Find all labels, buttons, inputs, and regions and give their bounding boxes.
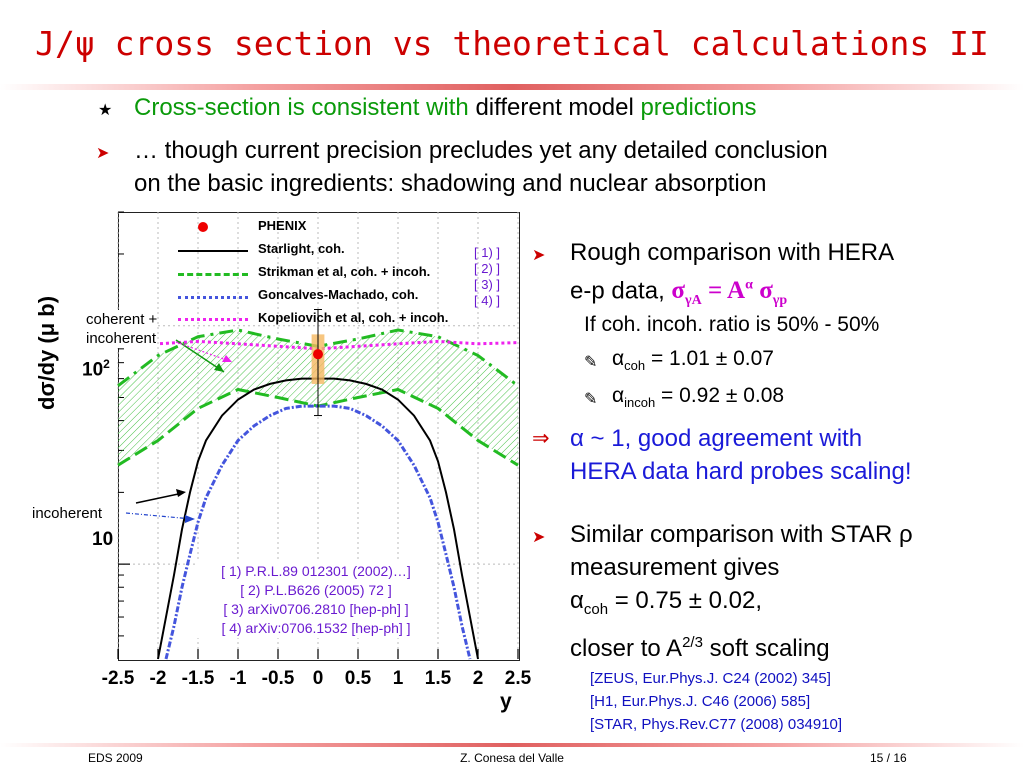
alpha-incoh-line: αincoh = 0.92 ± 0.08 [612,384,785,411]
ref-tag-4: [ 4) ] [474,293,501,308]
bullet-1: Cross-section is consistent with differe… [134,91,757,124]
annotation-incoherent: incoherent [32,505,103,522]
annotation-arrowhead-green [214,363,224,372]
bullet-1-part2: different model [468,94,641,121]
legend-ref-tags: [ 1) ] [ 2) ] [ 3) ] [ 4) ] [474,245,500,309]
legend-label-goncalves: Goncalves-Machado, coh. [258,287,419,302]
legend-label-strikman: Strikman et al, coh. + incoh. [258,264,431,279]
x-tick-label: -0.5 [262,668,295,689]
slide-title: J/ψ cross section vs theoretical calcula… [35,24,989,63]
annotation-arrow-blue [125,512,193,520]
hera-line1: Rough comparison with HERA [570,239,895,266]
y-tick-100-exp: 2 [103,357,110,371]
legend-swatch-strikman [178,273,248,276]
conclusion-line2: HERA data hard probes scaling! [570,458,912,485]
alpha-coh-line: αcoh = 1.01 ± 0.07 [612,347,774,374]
ref-tag-3: [ 3) ] [474,277,501,292]
star-bullet-icon: ★ [98,102,113,119]
bullet-2: … though current precision precludes yet… [134,134,828,200]
hera-formula: σγA = Aα σγp [671,277,788,309]
annotation-coherent-incoherent: coherent + incoherent [86,310,158,348]
arrow-bullet-icon: ➤ [96,145,110,162]
pencil-bullet-icon: ✎ [584,354,598,371]
legend: PHENIX Starlight, coh. Strikman et al, c… [172,218,492,328]
y-tick-label-100: 102 [82,357,110,381]
ref-h1: [H1, Eur.Phys.J. C46 (2006) 585] [590,693,811,710]
implies-arrow-icon: ⇒ [532,427,550,450]
ref-star: [STAR, Phys.Rev.C77 (2008) 034910] [590,716,843,733]
y-tick-label-10: 10 [92,529,114,550]
hera-line2: e-p data, σγA = Aα σγp [570,269,894,317]
title-divider [0,84,1024,90]
legend-label-starlight: Starlight, coh. [258,241,345,256]
y-tick-100-base: 10 [82,359,104,381]
star-line1: Similar comparison with STAR ρ [570,521,913,548]
footer-author: Z. Conesa del Valle [460,751,564,765]
conclusion-line1: α ~ 1, good agreement with [570,425,863,452]
legend-swatch-kopeliovich [178,318,248,321]
footer-divider [0,743,1024,747]
plot-ref-1: [ 1) P.R.L.89 012301 (2002)…] [221,563,411,579]
phenix-marker-icon [198,222,208,232]
bullet-2-line1: … though current precision precludes yet… [134,137,828,164]
annotation-arrowhead-black [176,489,186,497]
annotation-coh-incoh-line1: coherent + [86,311,158,328]
x-tick-label: 0.5 [345,668,372,689]
pencil-bullet-icon: ✎ [584,391,598,408]
plot-ref-2: [ 2) P.L.B626 (2005) 72 ] [240,582,392,598]
goncalves-curve [164,404,472,660]
arrow-bullet-icon: ➤ [532,247,546,264]
bullet-2-line2: on the basic ingredients: shadowing and … [134,170,767,197]
annotation-coh-incoh-line2: incoherent [86,330,157,347]
star-line2: measurement gives [570,554,780,581]
legend-label-kopeliovich: Kopeliovich et al, coh. + incoh. [258,310,449,325]
conclusion: α ~ 1, good agreement with HERA data har… [570,422,912,488]
annotation-arrowhead-magenta [222,355,232,362]
phenix-point [313,349,323,360]
plot-reference-box: [ 1) P.R.L.89 012301 (2002)…] [ 2) P.L.B… [196,562,436,638]
plot-ref-4: [ 4) arXiv:0706.1532 [hep-ph] ] [221,620,411,636]
right-bullet-hera: Rough comparison with HERA e-p data, σγA… [570,236,894,317]
hera-references: [ZEUS, Eur.Phys.J. C24 (2002) 345] [H1, … [590,667,842,736]
plot-ref-3: [ 3) arXiv0706.2810 [hep-ph] ] [223,601,409,617]
ref-tag-1: [ 1) ] [474,245,501,260]
x-tick-label: 2.5 [505,668,532,689]
x-tick-label: 0 [313,668,324,689]
ratio-line: If coh. incoh. ratio is 50% - 50% [584,313,880,336]
ref-tag-2: [ 2) ] [474,261,501,276]
footer-event: EDS 2009 [88,751,143,765]
annotation-arrowhead-blue [185,515,195,523]
annotation-arrow-magenta [175,341,233,363]
right-bullet-star: Similar comparison with STAR ρ measureme… [570,518,913,665]
star-line3: αcoh = 0.75 ± 0.02, [570,587,763,618]
x-tick-label: -1.5 [182,668,215,689]
x-tick-label: -2 [150,668,167,689]
legend-swatch-phenix [172,218,232,238]
hera-line2-text: e-p data, [570,277,665,305]
footer-page: 15 / 16 [870,751,907,765]
ref-zeus: [ZEUS, Eur.Phys.J. C24 (2002) 345] [590,670,831,687]
x-tick-label: 1.5 [425,668,452,689]
bullet-1-part1: Cross-section is consistent with [134,94,469,121]
legend-swatch-goncalves [178,296,248,299]
arrow-bullet-icon: ➤ [532,529,546,546]
annotation-arrow-black [135,492,184,504]
legend-swatch-starlight [178,250,248,252]
legend-label-phenix: PHENIX [258,218,307,233]
bullet-1-part3: predictions [640,94,757,121]
x-axis-label: y [500,690,512,713]
x-tick-label: 2 [473,668,484,689]
star-line4: closer to A2/3 soft scaling [570,633,830,662]
x-tick-label: 1 [393,668,404,689]
x-tick-label: -1 [230,668,247,689]
x-tick-label: -2.5 [102,668,135,689]
